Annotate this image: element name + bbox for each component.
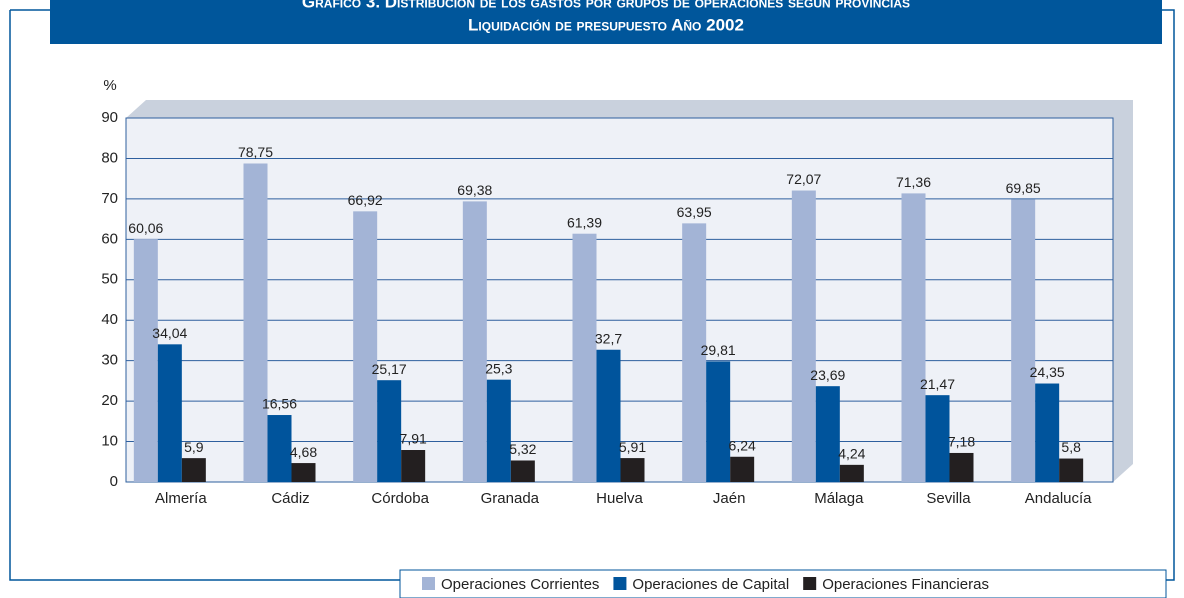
x-tick-label: Andalucía bbox=[1025, 490, 1092, 507]
y-tick-label: 30 bbox=[101, 352, 118, 369]
legend-swatch bbox=[613, 577, 627, 590]
bar bbox=[181, 458, 206, 482]
data-label: 69,85 bbox=[1006, 180, 1041, 196]
bar bbox=[133, 239, 158, 482]
bar bbox=[730, 456, 755, 482]
header-banner bbox=[50, 0, 1162, 44]
legend-swatch bbox=[803, 577, 817, 590]
bar bbox=[791, 190, 816, 482]
bar bbox=[462, 201, 487, 483]
data-label: 4,68 bbox=[290, 444, 317, 460]
x-tick-label: Granada bbox=[481, 490, 540, 507]
legend-label: Operaciones Financieras bbox=[822, 576, 989, 593]
bar bbox=[157, 344, 182, 482]
data-label: 25,3 bbox=[485, 360, 512, 376]
bar bbox=[353, 211, 378, 483]
legend-box bbox=[399, 569, 1167, 598]
data-label: 29,81 bbox=[701, 342, 736, 358]
data-label: 4,24 bbox=[838, 446, 865, 462]
x-tick-label: Cádiz bbox=[271, 490, 309, 507]
x-tick-label: Málaga bbox=[814, 490, 864, 507]
bar bbox=[839, 464, 864, 482]
y-tick-label: 60 bbox=[101, 230, 118, 247]
data-label: 71,36 bbox=[896, 174, 931, 190]
data-label: 25,17 bbox=[372, 361, 407, 377]
y-tick-label: 50 bbox=[101, 271, 118, 288]
x-tick-label: Sevilla bbox=[926, 490, 971, 507]
bar bbox=[1035, 383, 1060, 482]
y-tick-label: 80 bbox=[101, 149, 118, 166]
data-label: 7,91 bbox=[400, 431, 427, 447]
bar bbox=[949, 452, 974, 482]
data-label: 7,18 bbox=[948, 434, 975, 450]
bar bbox=[682, 223, 707, 482]
data-label: 34,04 bbox=[152, 325, 187, 341]
data-label: 69,38 bbox=[457, 182, 492, 198]
data-label: 6,24 bbox=[729, 437, 756, 453]
x-tick-label: Huelva bbox=[596, 490, 643, 507]
bar bbox=[925, 395, 950, 482]
x-tick-label: Almería bbox=[155, 490, 207, 507]
y-axis-label: % bbox=[103, 77, 116, 94]
data-label: 32,7 bbox=[595, 330, 622, 346]
legend-label: Operaciones Corrientes bbox=[441, 576, 599, 593]
bar bbox=[1059, 458, 1084, 482]
chart-title: Gráfico 3. Distribución de los gastos po… bbox=[302, 0, 910, 11]
data-label: 23,69 bbox=[810, 367, 845, 383]
y-tick-label: 90 bbox=[101, 109, 118, 126]
bar bbox=[243, 163, 268, 482]
y-tick-label: 20 bbox=[101, 392, 118, 409]
frame bbox=[9, 9, 1175, 581]
bar bbox=[815, 386, 840, 482]
data-label: 5,32 bbox=[509, 441, 536, 457]
data-label: 24,35 bbox=[1030, 364, 1065, 380]
y-tick-label: 0 bbox=[110, 473, 118, 490]
data-label: 60,06 bbox=[128, 220, 163, 236]
x-tick-label: Córdoba bbox=[371, 490, 429, 507]
data-label: 78,75 bbox=[238, 144, 273, 160]
bar bbox=[572, 233, 597, 482]
bar bbox=[901, 193, 926, 483]
bar bbox=[1011, 199, 1036, 483]
legend-swatch bbox=[422, 577, 435, 590]
bar bbox=[706, 361, 731, 482]
data-label: 21,47 bbox=[920, 376, 955, 392]
y-tick-label: 10 bbox=[101, 433, 118, 450]
data-label: 66,92 bbox=[348, 192, 383, 208]
bar bbox=[267, 415, 292, 482]
y-tick-label: 40 bbox=[101, 311, 118, 328]
y-tick-label: 70 bbox=[101, 190, 118, 207]
bar bbox=[401, 450, 426, 482]
data-label: 5,9 bbox=[184, 439, 204, 455]
data-label: 5,8 bbox=[1061, 439, 1081, 455]
data-label: 61,39 bbox=[567, 214, 602, 230]
bar bbox=[377, 380, 402, 482]
chart-subtitle: Liquidación de presupuesto Año 2002 bbox=[468, 15, 744, 34]
bar bbox=[620, 458, 645, 482]
bar bbox=[596, 349, 621, 482]
data-label: 63,95 bbox=[677, 204, 712, 220]
data-label: 16,56 bbox=[262, 396, 297, 412]
data-label: 72,07 bbox=[786, 171, 821, 187]
bar bbox=[510, 460, 535, 482]
x-tick-label: Jaén bbox=[713, 490, 746, 507]
bar bbox=[486, 379, 511, 482]
legend-label: Operaciones de Capital bbox=[632, 576, 789, 593]
data-label: 5,91 bbox=[619, 439, 646, 455]
bar bbox=[291, 463, 316, 482]
